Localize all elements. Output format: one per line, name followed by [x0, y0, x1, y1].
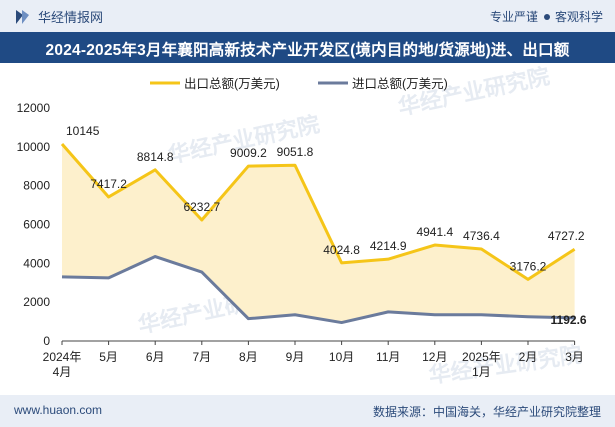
y-tick-label: 4000 [23, 256, 50, 270]
y-tick-label: 2000 [23, 295, 50, 309]
data-labels: 10145 7417.2 8814.8 6232.7 9009.2 9051.8 4024.… [66, 124, 587, 327]
x-tick-label: 12月 [422, 350, 447, 364]
brand[interactable]: 华经情报网 [14, 7, 103, 26]
x-tick-label-line: 4月 [53, 365, 72, 379]
y-tick-label: 8000 [23, 179, 50, 193]
watermark-text: 华经产业研究院 [427, 342, 583, 388]
tagline-objective: 客观科学 [554, 10, 603, 24]
footer: www.huaon.com 数据来源：中国海关，华经产业研究院整理 [0, 395, 615, 427]
x-tick-label-line: 7月 [192, 350, 211, 364]
x-tick-label-line: 11月 [376, 350, 400, 364]
export-data-label: 9051.8 [277, 145, 314, 159]
x-tick-label: 7月 [192, 350, 211, 364]
tagline: 专业严谨 客观科学 [490, 8, 603, 25]
x-tick-label: 9月 [286, 350, 305, 364]
export-data-label: 4024.8 [323, 243, 360, 257]
x-tick-label-line: 2月 [519, 350, 538, 364]
x-tick-label-line: 12月 [422, 350, 447, 364]
export-data-label: 8814.8 [137, 150, 174, 164]
legend-label-import: 进口总额(万美元) [352, 77, 448, 91]
x-tick-label: 6月 [146, 350, 165, 364]
x-tick-label-line: 3月 [565, 350, 584, 364]
legend-label-export: 出口总额(万美元) [184, 77, 280, 91]
export-data-label: 6232.7 [183, 200, 220, 214]
brand-logo-icon [16, 9, 29, 24]
top-bar: 华经情报网 专业严谨 客观科学 [0, 0, 615, 32]
x-tick-label-line: 1月 [472, 365, 491, 379]
chart-title: 2024-2025年3月年襄阳高新技术产业开发区(境内目的地/货源地)进、出口额 [45, 42, 570, 59]
export-data-label: 10145 [66, 124, 100, 138]
footer-source: 数据来源：中国海关，华经产业研究院整理 [372, 405, 601, 419]
title-bar: 2024-2025年3月年襄阳高新技术产业开发区(境内目的地/货源地)进、出口额 [0, 32, 615, 63]
watermark-text: 华经产业研究院 [396, 63, 552, 119]
x-tick-label: 11月 [376, 350, 400, 364]
y-tick-label: 0 [43, 334, 50, 348]
plot [60, 143, 576, 325]
export-data-label: 4941.4 [416, 225, 453, 239]
legend: 出口总额(万美元) 进口总额(万美元) [150, 77, 448, 91]
footer-website[interactable]: www.huaon.com [14, 403, 103, 417]
x-axis: 2024年 4月 5月 6月 7月 8月 9月 10月 11月 12月 2025年 1月 2月 3月 [43, 340, 584, 379]
y-axis: 0 2000 4000 6000 8000 10000 12000 [17, 101, 51, 348]
export-data-label: 4214.9 [370, 239, 407, 253]
export-data-label: 4736.4 [463, 229, 500, 243]
y-tick-label: 10000 [17, 140, 51, 154]
x-tick-label-line: 6月 [146, 350, 165, 364]
x-tick-label: 10月 [329, 350, 354, 364]
x-tick-label: 5月 [99, 350, 118, 364]
x-tick-label: 8月 [239, 350, 258, 364]
separator-dot-icon [543, 14, 550, 21]
y-tick-label: 6000 [23, 218, 50, 232]
chart-area: 华经产业研究院 华经产业研究院 华经产业研究院 华经产业研究院 出口总额(万美元… [17, 63, 587, 388]
x-tick-label-line: 5月 [99, 350, 118, 364]
x-tick-label-line: 10月 [329, 350, 354, 364]
export-area-fill [62, 144, 575, 323]
x-tick-label-line: 9月 [286, 350, 305, 364]
x-tick-label-line: 2024年 [43, 350, 82, 364]
export-series-line [60, 143, 576, 281]
y-tick-label: 12000 [17, 101, 51, 115]
brand-name: 华经情报网 [38, 10, 104, 25]
x-tick-label: 3月 [565, 350, 584, 364]
x-tick-label: 2025年 1月 [462, 350, 501, 379]
export-data-label: 7417.2 [90, 177, 127, 191]
tagline-professional: 专业严谨 [489, 10, 538, 24]
export-data-label: 9009.2 [230, 146, 267, 160]
x-tick-label: 2月 [519, 350, 538, 364]
export-data-label: 4727.2 [548, 229, 585, 243]
x-tick-label-line: 8月 [239, 350, 258, 364]
x-tick-label: 2024年 4月 [43, 350, 82, 379]
import-series-line [61, 255, 575, 325]
import-data-label: 1192.6 [551, 313, 587, 327]
x-tick-label-line: 2025年 [462, 350, 501, 364]
export-data-label: 3176.2 [510, 259, 547, 273]
